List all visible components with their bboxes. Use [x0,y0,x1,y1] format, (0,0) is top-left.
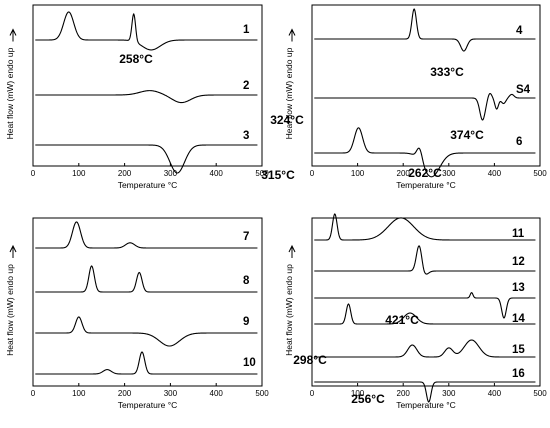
dsc-curve-14 [314,303,536,325]
x-axis-label: Temperature °C [118,400,178,410]
x-tick-label: 200 [118,169,132,178]
x-tick-label: 0 [310,389,315,398]
peak-annotation: 374°C [450,128,484,142]
axis-frame [32,4,263,167]
curve-label-11: 11 [512,228,525,240]
x-tick-label: 100 [72,389,86,398]
endo-up-arrow-icon [9,244,17,258]
peak-annotation: 298°C [293,353,327,367]
curve-label-12: 12 [512,256,525,268]
dsc-curve-11 [314,213,536,241]
x-tick-label: 500 [533,389,547,398]
x-tick-label: 500 [255,389,269,398]
axis-frame [311,217,541,387]
peak-annotation: 262°C [408,166,442,180]
dsc-curve-13 [314,291,536,319]
x-tick-label: 400 [488,389,502,398]
x-tick-label: 100 [351,169,365,178]
curve-label-6: 6 [516,136,522,148]
axis-frame [32,217,263,387]
curve-label-S4: S4 [516,84,531,96]
x-axis-label: Temperature °C [118,180,178,190]
peak-annotation: 258°C [119,52,153,66]
x-axis-label: Temperature °C [396,180,456,190]
curve-label-7: 7 [243,231,249,243]
x-tick-label: 400 [488,169,502,178]
dsc-curve-6 [314,127,536,178]
dsc-curve-16 [314,381,536,403]
x-tick-label: 0 [310,169,315,178]
dsc-curve-3 [35,144,258,174]
endo-up-arrow-icon [288,244,296,258]
curve-label-16: 16 [512,368,525,380]
y-axis-label: Heat flow (mW) endo up [284,264,294,356]
dsc-curve-10 [35,351,258,375]
dsc-curve-2 [35,90,258,104]
curve-label-2: 2 [243,80,249,92]
curve-label-14: 14 [512,313,525,325]
x-tick-label: 300 [442,389,456,398]
y-axis-label: Heat flow (mW) endo up [5,47,15,139]
curve-label-15: 15 [512,344,525,356]
endo-up-arrow-icon [9,28,17,42]
chart-panel-2: 0 100 200 300 400 500 Temperature °C Heat flow … [284,4,547,190]
peak-annotation: 421°C [385,313,419,327]
x-tick-label: 0 [31,169,36,178]
x-tick-label: 300 [164,169,178,178]
y-axis-label: Heat flow (mW) endo up [5,264,15,356]
x-tick-label: 300 [164,389,178,398]
chart-panel-4: 0 100 200 300 400 500 Temperature °C Heat flow … [284,213,547,410]
x-tick-label: 400 [210,389,224,398]
peak-annotation: 256°C [351,392,385,406]
endo-up-arrow-icon [288,28,296,42]
x-tick-label: 0 [31,389,36,398]
peak-annotation: 315°C [261,168,295,182]
dsc-curve-8 [35,265,258,293]
axis-frame [311,4,541,167]
dsc-curve-1 [35,11,258,51]
x-axis-label: Temperature °C [396,400,456,410]
curve-label-8: 8 [243,275,250,287]
peak-annotation: 324°C [270,113,304,127]
x-tick-label: 300 [442,169,456,178]
x-tick-label: 400 [210,169,224,178]
x-tick-label: 200 [397,389,411,398]
dsc-curve-7 [35,221,258,249]
y-axis-label: Heat flow (mW) endo up [284,47,294,139]
curve-label-4: 4 [516,25,523,37]
x-tick-label: 100 [351,389,365,398]
x-tick-label: 200 [118,389,132,398]
dsc-curve-S4 [314,92,536,121]
curve-label-10: 10 [243,357,256,369]
curve-label-3: 3 [243,130,249,142]
dsc-curve-15 [314,339,536,358]
x-tick-label: 500 [533,169,547,178]
chart-panel-1: 0 100 200 300 400 500 Temperature °C Heat flow … [5,4,304,190]
curve-label-9: 9 [243,316,249,328]
dsc-curve-9 [35,316,258,347]
peak-annotation: 333°C [430,65,464,79]
curve-label-13: 13 [512,282,525,294]
curve-label-1: 1 [243,24,250,36]
dsc-curve-4 [314,8,536,52]
x-tick-label: 500 [255,169,269,178]
x-tick-label: 200 [397,169,411,178]
x-tick-label: 100 [72,169,86,178]
dsc-curve-12 [314,245,536,275]
